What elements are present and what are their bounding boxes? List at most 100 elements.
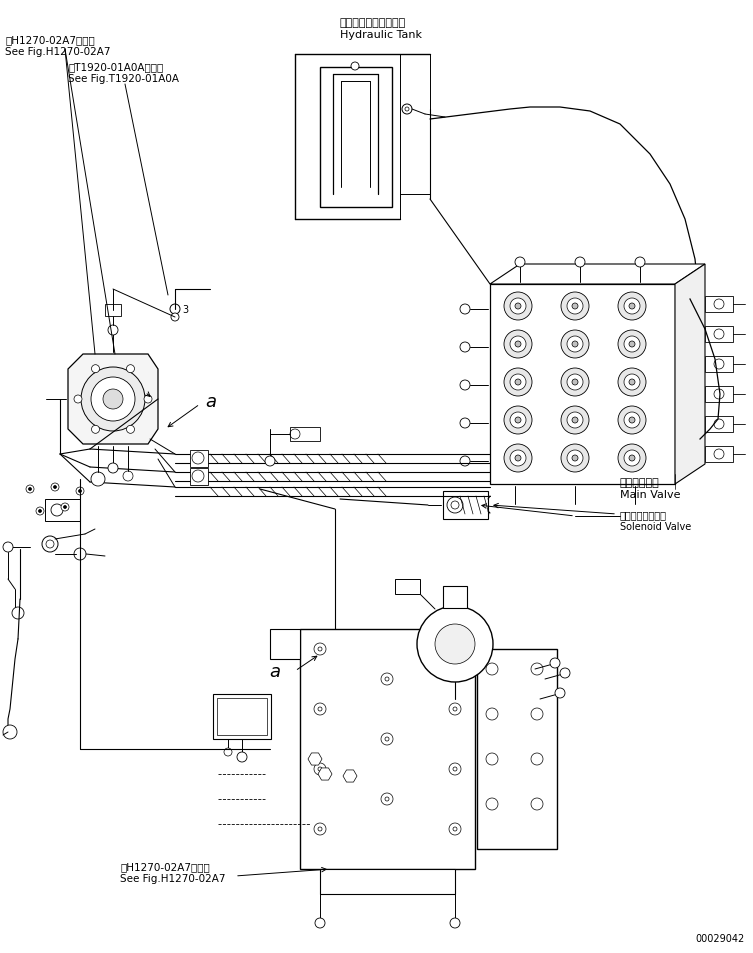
Text: See Fig.H1270-02A7: See Fig.H1270-02A7 bbox=[120, 873, 225, 883]
Circle shape bbox=[315, 918, 325, 928]
Circle shape bbox=[92, 365, 99, 374]
Circle shape bbox=[572, 341, 578, 348]
Bar bbox=[320, 869, 455, 894]
Bar bbox=[443, 586, 467, 608]
Circle shape bbox=[504, 407, 532, 435]
Circle shape bbox=[314, 823, 326, 835]
Circle shape bbox=[460, 343, 470, 353]
Bar bbox=[190, 469, 208, 485]
Circle shape bbox=[26, 485, 34, 494]
Bar bbox=[705, 356, 733, 373]
Circle shape bbox=[3, 725, 17, 740]
Circle shape bbox=[310, 754, 320, 764]
Circle shape bbox=[629, 456, 635, 461]
Circle shape bbox=[351, 63, 359, 71]
Text: 第H1270-02A7図参照: 第H1270-02A7図参照 bbox=[120, 862, 210, 871]
Circle shape bbox=[12, 607, 24, 619]
Circle shape bbox=[460, 456, 470, 467]
Circle shape bbox=[170, 305, 180, 314]
Circle shape bbox=[572, 304, 578, 310]
Polygon shape bbox=[490, 265, 705, 285]
Polygon shape bbox=[308, 753, 322, 765]
Circle shape bbox=[402, 105, 412, 115]
Circle shape bbox=[567, 451, 583, 467]
Circle shape bbox=[561, 444, 589, 473]
Bar bbox=[270, 629, 300, 659]
Circle shape bbox=[515, 341, 521, 348]
Circle shape bbox=[561, 407, 589, 435]
Circle shape bbox=[515, 379, 521, 386]
Circle shape bbox=[237, 752, 247, 762]
Circle shape bbox=[385, 678, 389, 681]
Circle shape bbox=[572, 456, 578, 461]
Polygon shape bbox=[68, 355, 158, 444]
Circle shape bbox=[624, 451, 640, 467]
Circle shape bbox=[435, 624, 475, 664]
Bar bbox=[477, 649, 557, 849]
Circle shape bbox=[618, 444, 646, 473]
Text: 00029042: 00029042 bbox=[696, 933, 745, 943]
Text: See Fig.T1920-01A0A: See Fig.T1920-01A0A bbox=[68, 74, 179, 84]
Text: Solenoid Valve: Solenoid Valve bbox=[620, 521, 691, 532]
Circle shape bbox=[618, 407, 646, 435]
Bar bbox=[490, 285, 675, 484]
Circle shape bbox=[567, 413, 583, 429]
Circle shape bbox=[449, 703, 461, 716]
Circle shape bbox=[561, 293, 589, 320]
Circle shape bbox=[575, 257, 585, 268]
Circle shape bbox=[624, 375, 640, 391]
Circle shape bbox=[460, 305, 470, 314]
Circle shape bbox=[449, 643, 461, 656]
Circle shape bbox=[314, 703, 326, 716]
Circle shape bbox=[453, 707, 457, 711]
Circle shape bbox=[624, 413, 640, 429]
Circle shape bbox=[629, 417, 635, 423]
Bar bbox=[705, 447, 733, 462]
Circle shape bbox=[91, 473, 105, 486]
Circle shape bbox=[567, 336, 583, 353]
Text: a: a bbox=[269, 662, 280, 680]
Circle shape bbox=[560, 668, 570, 679]
Circle shape bbox=[74, 395, 82, 403]
Circle shape bbox=[515, 456, 521, 461]
Circle shape bbox=[531, 708, 543, 720]
Circle shape bbox=[486, 708, 498, 720]
Circle shape bbox=[531, 663, 543, 676]
Circle shape bbox=[449, 763, 461, 775]
Bar bbox=[190, 451, 208, 468]
Bar bbox=[705, 327, 733, 343]
Bar bbox=[300, 629, 475, 869]
Circle shape bbox=[510, 336, 526, 353]
Circle shape bbox=[385, 797, 389, 801]
Circle shape bbox=[460, 380, 470, 391]
Circle shape bbox=[624, 298, 640, 314]
Circle shape bbox=[624, 336, 640, 353]
Circle shape bbox=[572, 379, 578, 386]
Circle shape bbox=[74, 548, 86, 560]
Circle shape bbox=[405, 108, 409, 112]
Circle shape bbox=[629, 304, 635, 310]
Bar bbox=[217, 699, 267, 735]
Circle shape bbox=[91, 377, 135, 421]
Circle shape bbox=[318, 647, 322, 651]
Circle shape bbox=[224, 748, 232, 757]
Circle shape bbox=[515, 304, 521, 310]
Circle shape bbox=[561, 369, 589, 396]
Text: 3: 3 bbox=[182, 305, 188, 314]
Circle shape bbox=[108, 463, 118, 474]
Circle shape bbox=[345, 771, 355, 781]
Circle shape bbox=[453, 767, 457, 771]
Circle shape bbox=[381, 733, 393, 745]
Circle shape bbox=[504, 293, 532, 320]
Circle shape bbox=[486, 799, 498, 810]
Circle shape bbox=[3, 542, 13, 553]
Circle shape bbox=[567, 375, 583, 391]
Circle shape bbox=[453, 647, 457, 651]
Circle shape bbox=[318, 767, 322, 771]
Text: ハイドロリックタンク: ハイドロリックタンク bbox=[340, 18, 407, 28]
Circle shape bbox=[515, 257, 525, 268]
Circle shape bbox=[29, 488, 32, 491]
Circle shape bbox=[42, 537, 58, 553]
Circle shape bbox=[417, 606, 493, 682]
Bar bbox=[705, 416, 733, 433]
